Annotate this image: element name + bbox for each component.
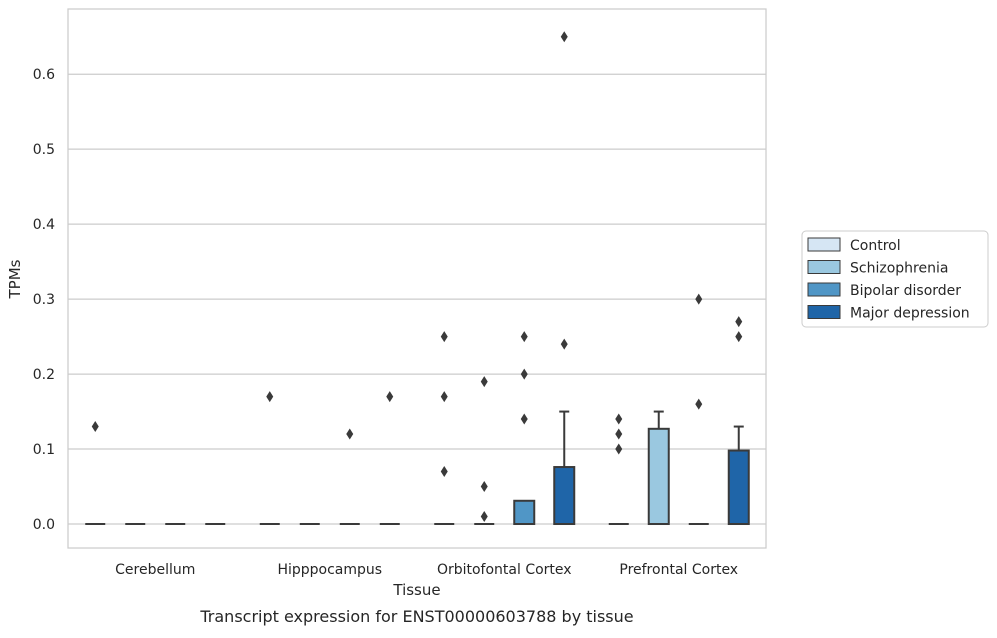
outlier-point <box>440 466 448 478</box>
y-tick-label: 0.2 <box>33 367 55 383</box>
box <box>513 499 536 526</box>
outlier-point <box>91 421 99 433</box>
outlier-point <box>615 413 623 425</box>
chart-caption: Transcript expression for ENST0000060378… <box>199 607 633 626</box>
outlier-point <box>695 398 703 410</box>
box <box>553 466 576 526</box>
outlier-point <box>615 428 623 440</box>
legend-label: Bipolar disorder <box>850 283 961 299</box>
legend-label: Major depression <box>850 306 970 322</box>
outlier-point <box>520 331 528 343</box>
y-tick-label: 0.1 <box>33 442 55 458</box>
plot-frame <box>67 8 767 549</box>
outlier-point <box>266 391 274 403</box>
x-tick-label: Hipppocampus <box>277 562 382 578</box>
legend-box <box>801 230 989 328</box>
y-tick-label: 0.5 <box>33 142 55 158</box>
legend-swatch <box>807 305 841 319</box>
y-tick-label: 0.4 <box>33 217 55 233</box>
outlier-point <box>560 31 568 43</box>
y-tick-label: 0.6 <box>33 67 55 83</box>
x-tick-label: Cerebellum <box>115 562 195 578</box>
legend-label: Control <box>850 238 901 254</box>
outlier-point <box>560 338 568 350</box>
outlier-point <box>386 391 394 403</box>
outlier-point <box>735 331 743 343</box>
y-axis-label: TPMs <box>6 259 24 299</box>
outlier-point <box>480 511 488 523</box>
legend-swatch <box>807 260 841 274</box>
legend-swatch <box>807 237 841 252</box>
outlier-point <box>346 428 354 440</box>
y-axis-ticks: 0.0 0.1 0.2 0.3 0.4 0.5 0.6 <box>33 67 55 533</box>
outlier-point <box>440 391 448 403</box>
y-tick-label: 0.3 <box>33 292 55 308</box>
outlier-point <box>520 413 528 425</box>
legend-label: Schizophrenia <box>850 261 948 277</box>
outlier-point <box>440 331 448 343</box>
outlier-point <box>520 368 528 380</box>
y-tick-label: 0.0 <box>33 517 55 533</box>
legend-swatch <box>807 282 841 297</box>
legend: Control Schizophrenia Bipolar disorder Majo… <box>801 230 989 328</box>
box <box>647 427 670 526</box>
x-tick-label: Orbitofontal Cortex <box>437 562 572 578</box>
box <box>727 449 750 526</box>
x-axis-ticks: Cerebellum Hipppocampus Orbitofontal Corte… <box>115 562 738 578</box>
x-tick-label: Prefrontal Cortex <box>619 562 738 578</box>
x-axis-label: Tissue <box>392 581 440 599</box>
outlier-point <box>695 293 703 305</box>
outlier-point <box>615 443 623 455</box>
outlier-point <box>480 481 488 493</box>
outlier-point <box>735 316 743 328</box>
gridlines <box>68 73 766 525</box>
outlier-point <box>480 376 488 388</box>
plot-marks <box>85 31 750 526</box>
